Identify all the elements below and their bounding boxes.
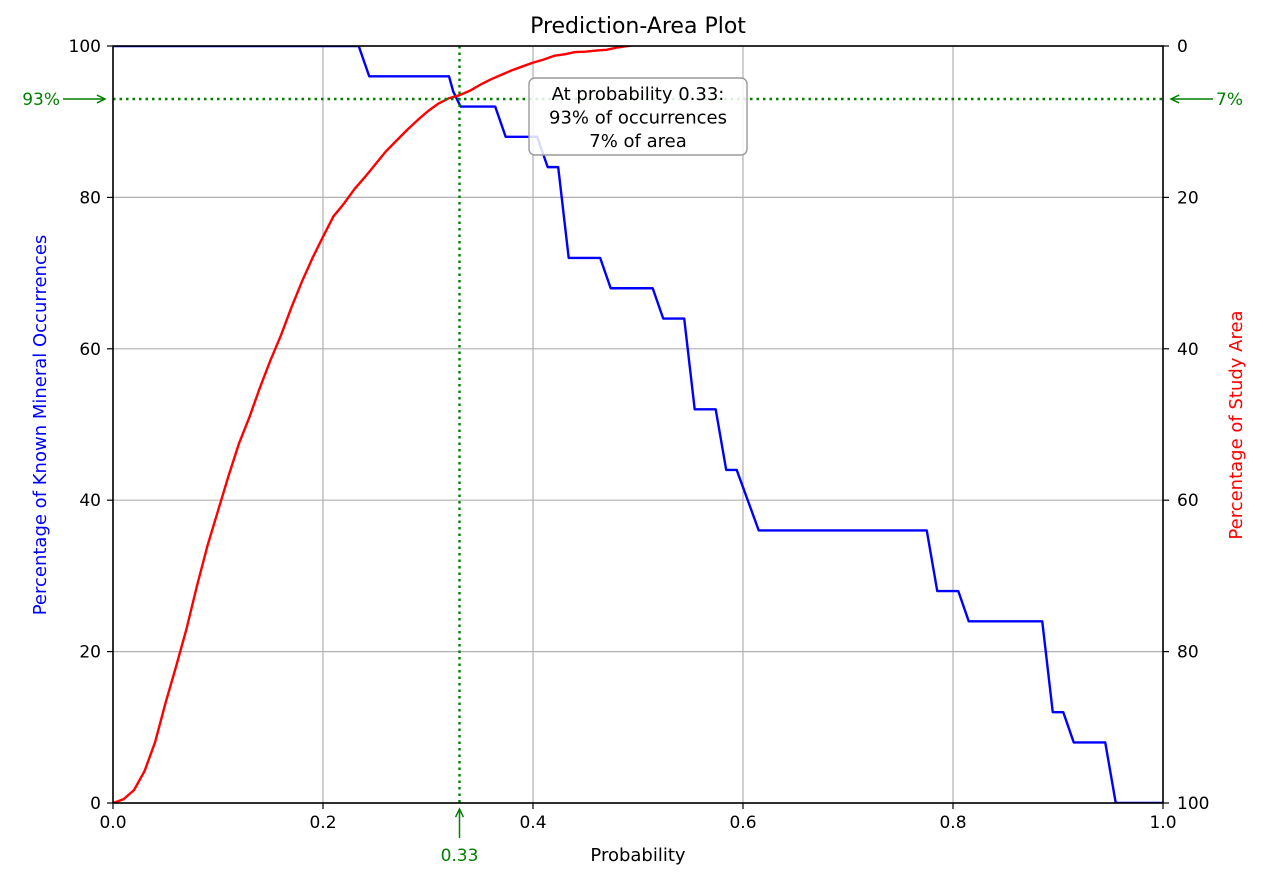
annotation-box: At probability 0.33: 93% of occurrences7%… (528, 77, 748, 156)
left-y-tick-label: 0 (90, 794, 101, 814)
x-tick-label: 0.8 (939, 813, 966, 833)
right-y-tick-label: 20 (1177, 188, 1199, 208)
left-intersection-arrow (63, 94, 107, 104)
x-intersection-arrow-head (454, 807, 465, 818)
study-area-line (113, 46, 636, 803)
left-y-tick-label: 40 (79, 491, 101, 511)
grid-lines (112, 45, 1164, 804)
left-y-tick-label: 60 (79, 340, 101, 360)
right-y-tick-label: 0 (1177, 37, 1188, 57)
intersection-markers: 0.33 93% 7% (22, 46, 1243, 866)
right-y-tick-label: 40 (1177, 340, 1199, 360)
x-tick-label: 0.4 (519, 813, 546, 833)
series-lines (113, 46, 1163, 803)
annotation-line: At probability 0.33: (552, 84, 725, 105)
right-y-axis-label: Percentage of Study Area (1226, 310, 1247, 539)
right-intersection-label: 7% (1216, 90, 1243, 110)
occurrences-line (113, 46, 1163, 803)
annotation-line: 7% of area (589, 131, 687, 152)
x-intersection-label: 0.33 (441, 846, 479, 866)
left-intersection-label: 93% (22, 90, 60, 110)
x-tick-label: 1.0 (1149, 813, 1176, 833)
left-intersection-arrow-head (96, 94, 107, 104)
x-intersection-arrow (454, 807, 465, 838)
annotation-box-frame (528, 77, 748, 156)
x-tick-label: 0.6 (729, 813, 756, 833)
left-y-tick-label: 80 (79, 188, 101, 208)
right-y-tick-label: 80 (1177, 643, 1199, 663)
x-tick-label: 0.0 (99, 813, 126, 833)
x-axis-label: Probability (590, 845, 685, 866)
right-intersection-arrow (1169, 94, 1213, 104)
left-y-tick-label: 100 (69, 37, 101, 57)
right-y-tick-label: 100 (1177, 794, 1209, 814)
left-y-axis-label: Percentage of Known Mineral Occurrences (30, 235, 51, 616)
right-y-tick-label: 60 (1177, 491, 1199, 511)
axis-ticks: 0.0 0.2 0.4 0.6 0.8 1.0 0 20 40 60 80 100 100 80 60 40 2… (69, 37, 1210, 833)
left-y-tick-label: 20 (79, 643, 101, 663)
plot-frame (112, 45, 1164, 804)
right-intersection-arrow-head (1169, 94, 1180, 104)
x-tick-label: 0.2 (309, 813, 336, 833)
annotation-line: 93% of occurrences (549, 108, 727, 129)
chart-title: Prediction-Area Plot (530, 14, 746, 39)
